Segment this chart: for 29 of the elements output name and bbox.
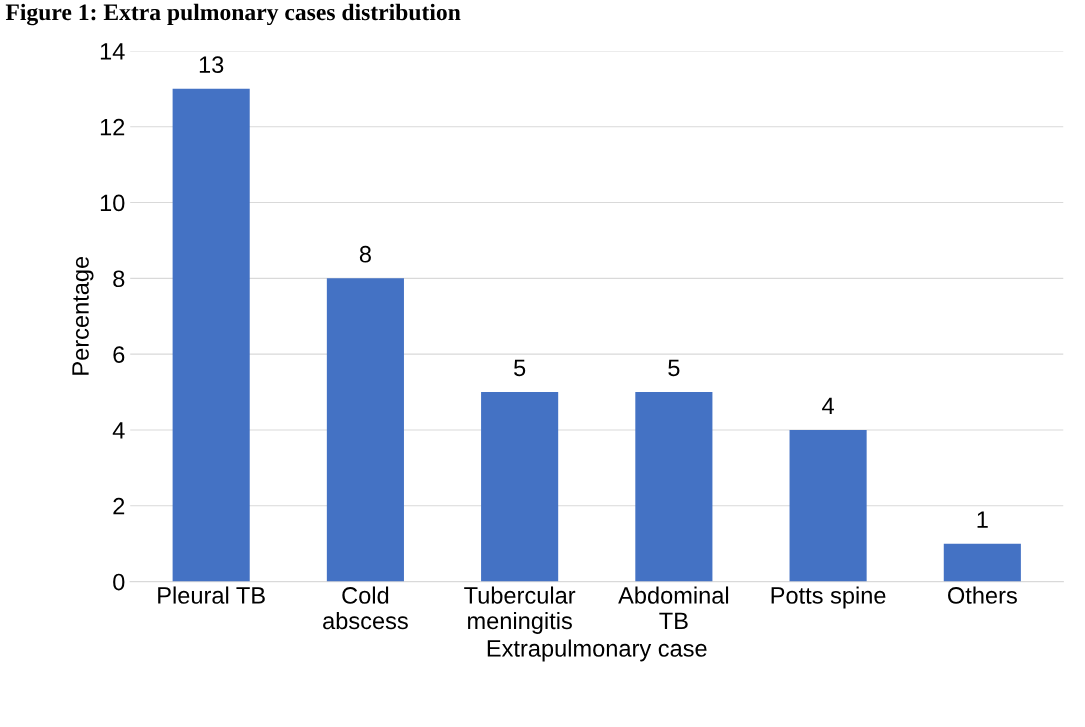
y-tick-label: 8 xyxy=(113,270,125,288)
y-tick-label: 4 xyxy=(112,422,125,439)
data-label: 5 xyxy=(514,359,526,377)
bar xyxy=(326,278,404,582)
data-label: 1 xyxy=(977,511,988,528)
data-label: 4 xyxy=(822,397,834,414)
x-tick-label: Others xyxy=(948,586,1017,604)
chart-title: Figure 1: Extra pulmonary cases distribution xyxy=(5,3,461,26)
bar xyxy=(943,543,1021,582)
y-tick-label: 6 xyxy=(113,346,125,363)
data-label: 5 xyxy=(668,359,680,377)
y-tick-label: 10 xyxy=(100,194,125,212)
x-tick-label: Cold abscess xyxy=(323,586,408,630)
data-label: 13 xyxy=(199,56,224,74)
y-tick-label: 12 xyxy=(100,118,125,136)
x-tick-label: Tubercular meningitis xyxy=(464,586,576,634)
x-tick-label: Pleural TB xyxy=(158,586,265,604)
x-axis-title: Extrapulmonary case xyxy=(487,639,707,662)
y-tick-label: 14 xyxy=(100,43,125,60)
bar xyxy=(172,88,250,582)
bar xyxy=(635,392,713,582)
y-tick-label: 0 xyxy=(113,573,125,591)
x-tick-label: Potts spine xyxy=(771,586,886,609)
bar xyxy=(481,392,559,582)
y-axis-title: Percentage xyxy=(72,256,94,375)
data-label: 8 xyxy=(359,245,371,263)
bar xyxy=(789,429,867,582)
y-tick-label: 2 xyxy=(113,497,125,515)
x-tick-label: Abdominal TB xyxy=(618,586,729,629)
